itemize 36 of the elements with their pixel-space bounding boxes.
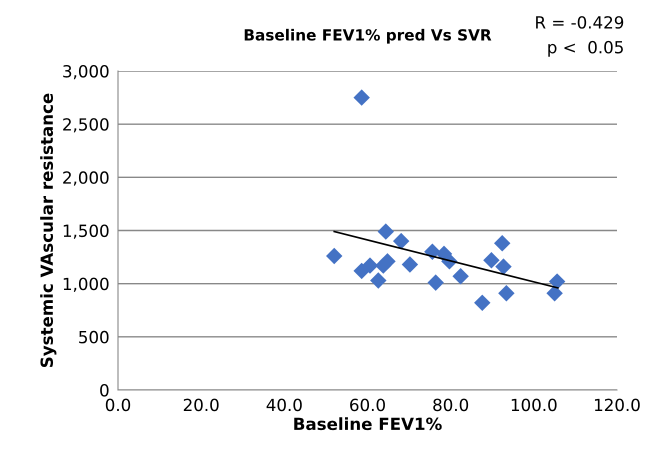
text: p < 0.05 <box>548 40 623 57</box>
y-tick-label: 500 <box>79 330 109 344</box>
point <box>546 285 563 302</box>
y-tick-label: 2,500 <box>63 118 109 132</box>
x-tick-label: 100.0 <box>512 398 557 412</box>
point <box>370 272 387 289</box>
point <box>362 257 378 274</box>
point <box>427 274 444 291</box>
point <box>498 285 515 302</box>
point <box>326 248 342 264</box>
point <box>474 294 490 312</box>
x-tick-label: 0.0 <box>106 398 130 412</box>
point <box>353 89 370 106</box>
y-tick-label: 0 <box>100 384 109 397</box>
y-tick-label: 1,500 <box>64 224 109 239</box>
x-tick-label: 60.0 <box>350 398 385 412</box>
point <box>548 273 566 290</box>
y-tick-label: 2,000 <box>63 171 109 186</box>
point <box>495 258 512 275</box>
point <box>483 252 500 268</box>
x-axis-title: Baseline FEV1% <box>294 417 442 430</box>
point <box>392 232 410 250</box>
x-tick-label: 20.0 <box>184 398 219 412</box>
chart-title: Baseline FEV1% pred Vs SVR <box>244 28 492 44</box>
y-axis-title: Systemic VAscular resistance <box>40 94 56 368</box>
y-tick-label: 1,000 <box>64 278 109 292</box>
text: R = -0.429 <box>536 16 624 29</box>
point <box>378 223 394 240</box>
point <box>452 268 469 284</box>
y-tick-label: 3,000 <box>63 64 109 80</box>
x-tick-label: 80.0 <box>433 398 468 412</box>
point <box>379 253 396 270</box>
point <box>402 256 418 273</box>
x-tick-label: 120.0 <box>594 398 640 412</box>
point <box>494 235 510 252</box>
x-tick-label: 40.0 <box>266 398 302 412</box>
